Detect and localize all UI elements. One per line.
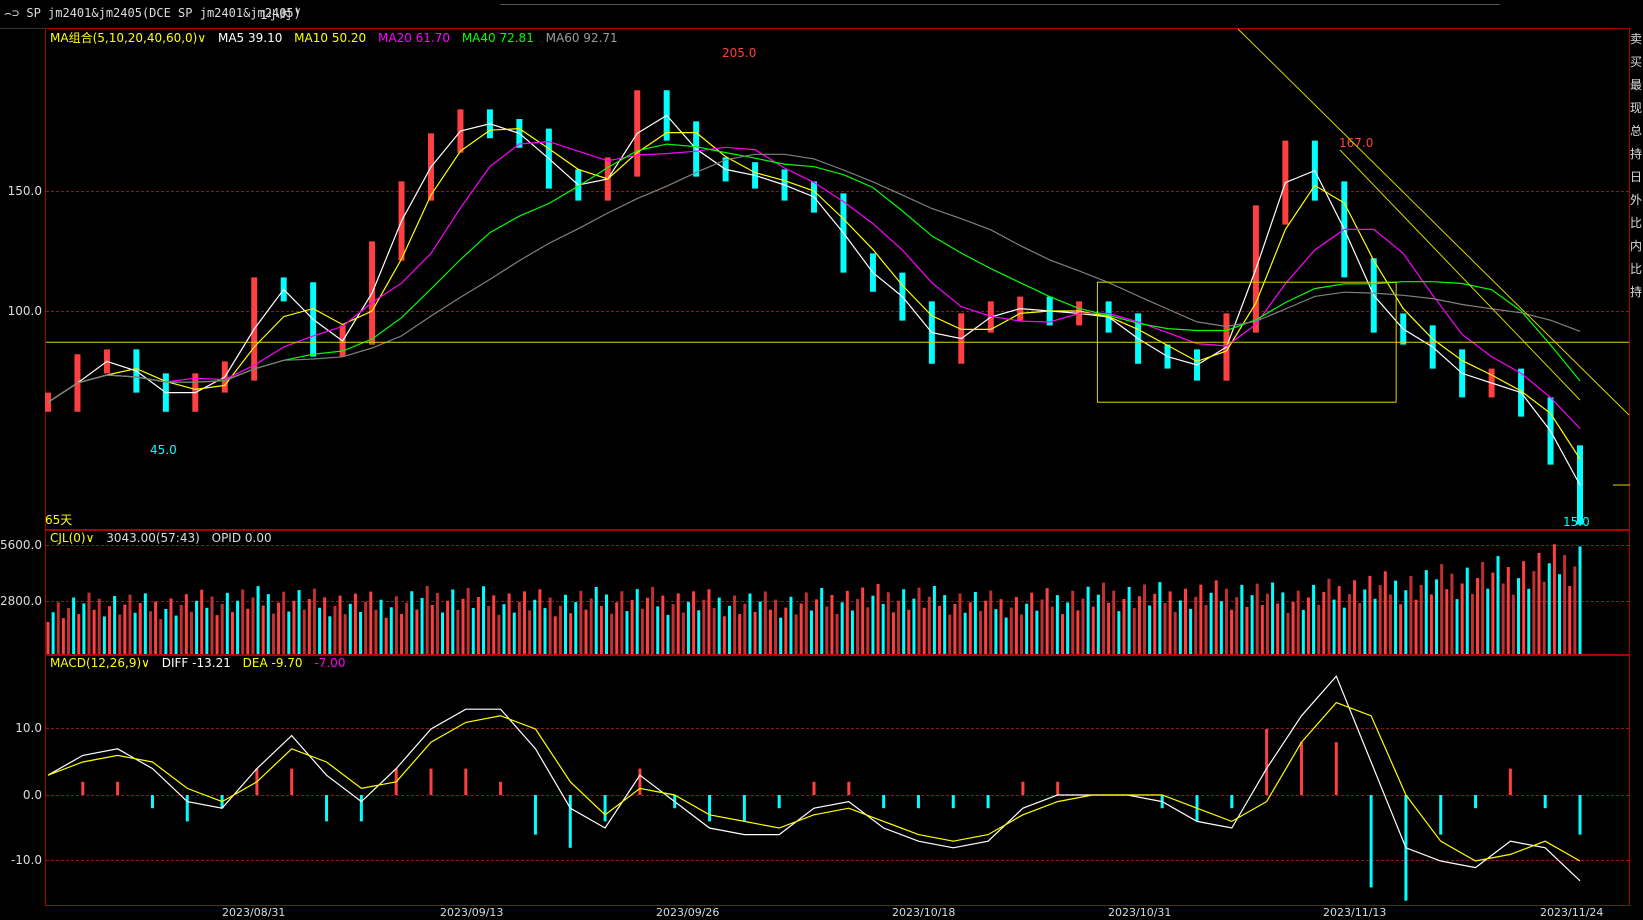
xtick-date: 2023/10/31 xyxy=(1108,906,1172,919)
macd-dea-value: DEA -9.70 xyxy=(242,656,303,670)
price-ytick-100: 100.0 xyxy=(7,304,42,318)
price-panel[interactable] xyxy=(45,28,1630,530)
side-info-panel[interactable]: 卖买最现总持日外比内比持 xyxy=(1630,28,1643,328)
side-panel-label: 总 xyxy=(1630,124,1643,138)
low-annotation-15: 15.0 xyxy=(1563,515,1590,529)
ma40-line xyxy=(47,143,1581,403)
ma5-line xyxy=(47,114,1581,486)
ma60-line xyxy=(47,153,1581,403)
ma20-line xyxy=(47,140,1581,430)
consolidation-box xyxy=(1096,281,1397,403)
volume-legend: CJL(0)∨ 3043.00(57:43) OPID 0.00 xyxy=(50,531,280,545)
period-selector[interactable]: 1小时 xyxy=(260,8,292,22)
macd-gridline-10 xyxy=(46,728,1629,729)
trendline-upper xyxy=(1237,28,1630,416)
volume-indicator-selector[interactable]: CJL(0)∨ xyxy=(50,531,95,545)
macd-dea-line xyxy=(47,701,1581,862)
side-panel-label: 日 xyxy=(1630,170,1643,184)
ma5-value: MA5 39.10 xyxy=(217,31,283,45)
days-label: 65天 xyxy=(45,513,73,527)
volume-gridline-5600 xyxy=(46,545,1629,546)
macd-panel[interactable] xyxy=(45,655,1630,906)
xtick-date: 2023/09/26 xyxy=(656,906,720,919)
high-annotation-167: 167.0 xyxy=(1339,136,1374,150)
title-divider xyxy=(500,4,1500,5)
symbol-label[interactable]: ⌢⊃ SP jm2401&jm2405(DCE SP jm2401&jm2405… xyxy=(4,6,301,20)
xtick-date: 2023/10/18 xyxy=(892,906,956,919)
price-gridline-100 xyxy=(46,311,1629,312)
xtick-date: 2023/09/13 xyxy=(440,906,504,919)
macd-legend: MACD(12,26,9)∨ DIFF -13.21 DEA -9.70 -7.… xyxy=(50,656,353,670)
price-gridline-150 xyxy=(46,191,1629,192)
volume-panel[interactable] xyxy=(45,530,1630,655)
low-annotation-45: 45.0 xyxy=(150,443,177,457)
xtick-date: 2023/08/31 xyxy=(222,906,286,919)
period-dropdown-icon[interactable]: ∨ xyxy=(294,6,302,17)
macd-ytick-10: 10.0 xyxy=(15,721,42,735)
side-panel-label: 比 xyxy=(1630,216,1643,230)
high-annotation-205: 205.0 xyxy=(722,46,757,60)
macd-ytick-minus10: -10.0 xyxy=(10,853,42,867)
side-panel-label: 外 xyxy=(1630,193,1643,207)
ma60-value: MA60 92.71 xyxy=(545,31,618,45)
ma10-line xyxy=(47,127,1581,460)
ma40-value: MA40 72.81 xyxy=(461,31,534,45)
ma20-value: MA20 61.70 xyxy=(378,31,450,45)
macd-value: -7.00 xyxy=(314,656,346,670)
side-panel-label: 比 xyxy=(1630,262,1643,276)
opid-value: OPID 0.00 xyxy=(211,531,272,545)
side-panel-label: 卖 xyxy=(1630,32,1643,46)
ma10-value: MA10 50.20 xyxy=(294,31,367,45)
side-panel-label: 买 xyxy=(1630,55,1643,69)
side-panel-label: 最 xyxy=(1630,78,1643,92)
volume-gridline-2800 xyxy=(46,601,1629,602)
trendline-lower xyxy=(1339,149,1581,401)
price-ytick-150: 150.0 xyxy=(7,184,42,198)
side-panel-label: 持 xyxy=(1630,285,1643,299)
macd-gridline-minus10 xyxy=(46,860,1629,861)
side-panel-label: 内 xyxy=(1630,239,1643,253)
volume-value: 3043.00(57:43) xyxy=(106,531,200,545)
macd-indicator-selector[interactable]: MACD(12,26,9)∨ xyxy=(50,656,150,670)
volume-ytick-2800: 2800.0 xyxy=(0,594,42,608)
xtick-date: 2023/11/13 xyxy=(1323,906,1387,919)
macd-diff-line xyxy=(47,675,1581,882)
macd-gridline-0 xyxy=(46,795,1629,796)
ma-group-selector[interactable]: MA组合(5,10,20,40,60,0)∨ xyxy=(50,31,207,45)
side-panel-label: 现 xyxy=(1630,101,1643,115)
xtick-date: 2023/11/24 xyxy=(1540,906,1604,919)
macd-diff-value: DIFF -13.21 xyxy=(161,656,231,670)
volume-ytick-5600: 5600.0 xyxy=(0,538,42,552)
macd-ytick-0: 0.0 xyxy=(22,788,42,802)
ma-legend: MA组合(5,10,20,40,60,0)∨ MA5 39.10 MA10 50… xyxy=(50,29,626,46)
side-panel-label: 持 xyxy=(1630,147,1643,161)
